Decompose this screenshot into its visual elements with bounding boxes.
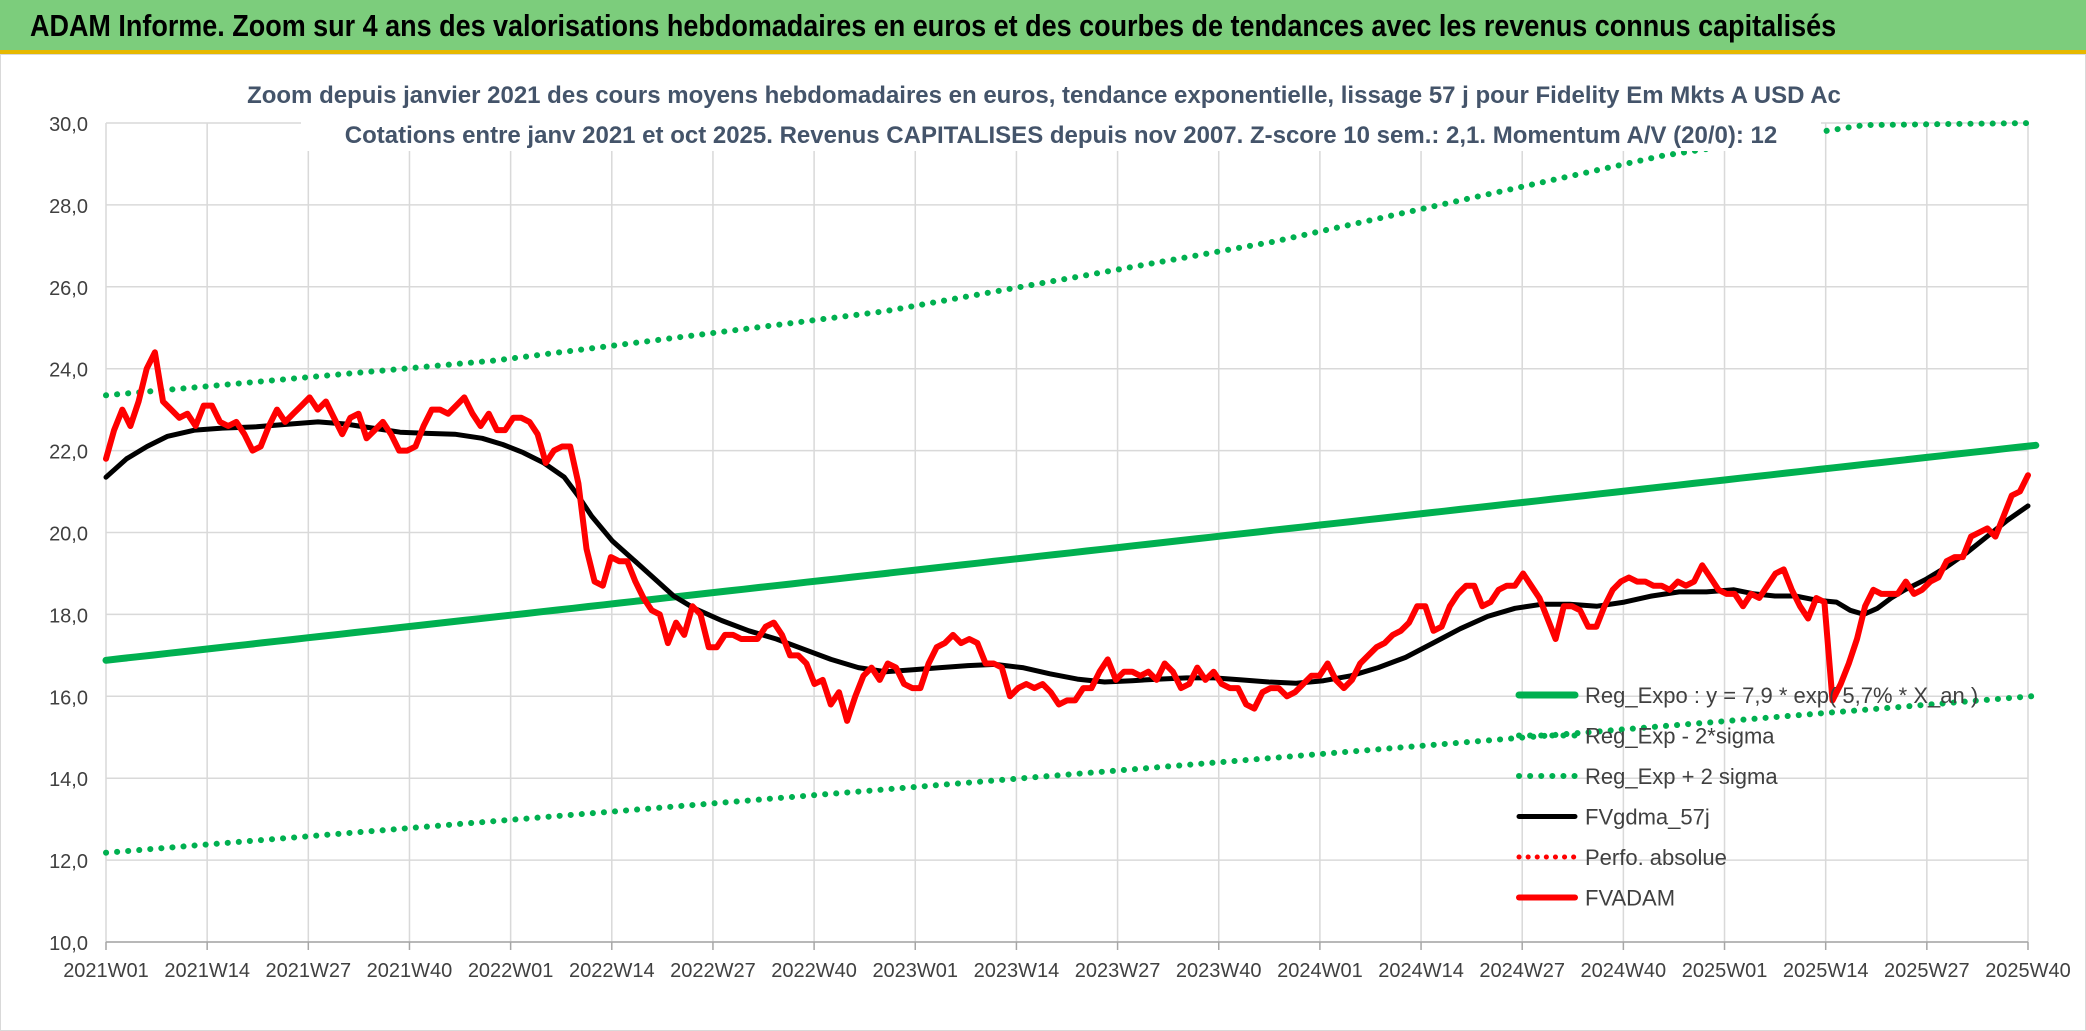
y-axis: 10,0 12,0 14,0 16,0 18,0 20,0 22,0 24,0 26,0 28,0… xyxy=(49,114,88,955)
x-tick-label: 2025W40 xyxy=(1985,960,2071,982)
legend-label-fvadam-line: FVADAM xyxy=(1585,886,1675,911)
x-tick-label: 2022W01 xyxy=(468,960,554,982)
x-tick-label: 2024W40 xyxy=(1581,960,1667,982)
fvadam-line xyxy=(103,349,2031,724)
y-tick-label: 30,0 xyxy=(49,114,88,136)
x-tick-label: 2021W40 xyxy=(367,960,453,982)
y-tick-label: 28,0 xyxy=(49,196,88,218)
subtitle-background xyxy=(301,117,1821,151)
x-tick-label: 2021W27 xyxy=(266,960,352,982)
x-tick-label: 2024W14 xyxy=(1378,960,1464,982)
legend-label-fvgdma-57j-line: FVgdma_57j xyxy=(1585,805,1710,830)
report-banner: ADAM Informe. Zoom sur 4 ans des valoris… xyxy=(0,0,2086,54)
x-tick-label: 2024W01 xyxy=(1277,960,1363,982)
y-tick-label: 10,0 xyxy=(49,933,88,955)
y-tick-label: 18,0 xyxy=(49,605,88,627)
x-tick-label: 2022W14 xyxy=(569,960,655,982)
chart-titles: Zoom depuis janvier 2021 des cours moyen… xyxy=(247,77,1841,151)
line-chart: 10,0 12,0 14,0 16,0 18,0 20,0 22,0 24,0 26,0 28,0… xyxy=(49,77,2071,982)
reg-expo-line xyxy=(102,441,2040,664)
x-tick-label: 2023W40 xyxy=(1176,960,1262,982)
x-tick-label: 2025W27 xyxy=(1884,960,1970,982)
grid xyxy=(105,122,2029,943)
reg-exp-plus-2sigma-line xyxy=(103,120,2039,399)
chart-title: Zoom depuis janvier 2021 des cours moyen… xyxy=(247,82,1841,109)
y-tick-label: 14,0 xyxy=(49,769,88,791)
legend-label-reg-expo-line: Reg_Expo : y = 7,9 * exp( 5,7% * X_an ) xyxy=(1585,683,1978,708)
x-tick-label: 2022W40 xyxy=(771,960,857,982)
y-tick-label: 12,0 xyxy=(49,851,88,873)
reg-exp-minus-2sigma-line xyxy=(103,692,2039,856)
report-title: ADAM Informe. Zoom sur 4 ans des valoris… xyxy=(30,8,1837,43)
y-tick-label: 22,0 xyxy=(49,442,88,464)
title-background xyxy=(257,77,1827,111)
x-tick-label: 2023W01 xyxy=(872,960,958,982)
x-tick-label: 2021W14 xyxy=(164,960,250,982)
x-tick-label: 2023W27 xyxy=(1075,960,1161,982)
x-tick-label: 2023W14 xyxy=(974,960,1060,982)
chart-frame: 10,0 12,0 14,0 16,0 18,0 20,0 22,0 24,0 26,0 28,0… xyxy=(0,54,2086,1031)
legend-label-reg-exp-plus-2sigma-line: Reg_Exp + 2 sigma xyxy=(1585,764,1778,789)
x-tick-label: 2022W27 xyxy=(670,960,756,982)
chart-subtitle: Cotations entre janv 2021 et oct 2025. R… xyxy=(345,122,1777,149)
x-tick-label: 2021W01 xyxy=(63,960,149,982)
legend-label-reg-exp-minus-2sigma-line: Reg_Exp - 2*sigma xyxy=(1585,724,1775,749)
x-tick-label: 2025W01 xyxy=(1682,960,1768,982)
x-axis: 2021W01 2021W14 2021W27 2021W40 2022W01 2022W… xyxy=(63,941,2071,982)
legend: Reg_Expo : y = 7,9 * exp( 5,7% * X_an ) R… xyxy=(1515,683,1978,911)
y-tick-label: 26,0 xyxy=(49,278,88,300)
y-tick-label: 16,0 xyxy=(49,687,88,709)
x-tick-label: 2025W14 xyxy=(1783,960,1869,982)
y-tick-label: 24,0 xyxy=(49,360,88,382)
x-tick-label: 2024W27 xyxy=(1479,960,1565,982)
y-tick-label: 20,0 xyxy=(49,524,88,546)
legend-label-perfo-absolue-line: Perfo. absolue xyxy=(1585,845,1727,870)
